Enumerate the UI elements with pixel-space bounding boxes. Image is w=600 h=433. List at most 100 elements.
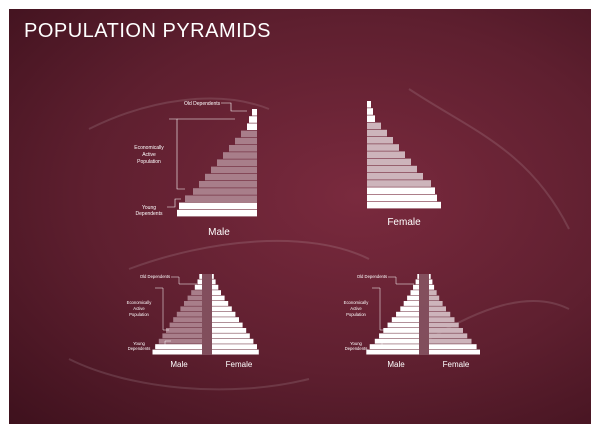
bar-p4-male-11 (410, 290, 419, 296)
annotation-young-1: Dependents (136, 211, 163, 217)
bar-p3-female-9 (212, 301, 229, 306)
bar-male-4 (199, 181, 257, 188)
bar-p4-male-9 (403, 301, 419, 306)
bar-p3-male-11 (191, 290, 202, 296)
bar-male-10 (235, 137, 257, 145)
bar-female-8 (367, 144, 399, 151)
label-p3-male: Male (170, 360, 188, 369)
bar-p4-male-0 (366, 349, 419, 355)
chalkboard: POPULATION PYRAMIDS Male Old Dependents Ec… (9, 9, 591, 424)
bracket-p4-active (372, 287, 386, 331)
bar-male-13 (249, 116, 257, 123)
bar-p4-male-10 (407, 295, 419, 301)
page-title: POPULATION PYRAMIDS (24, 20, 271, 42)
bar-male-9 (229, 145, 257, 152)
bar-p3-male-6 (173, 317, 202, 323)
annotation-p3-active-0: Economically (127, 300, 153, 305)
bar-p3-female-3 (212, 333, 250, 339)
bar-p4-female-3 (429, 333, 468, 339)
bar-male-0 (177, 209, 257, 217)
label-male: Male (208, 227, 230, 238)
bar-p3-female-7 (212, 311, 236, 317)
bar-p4-female-11 (429, 290, 437, 296)
bar-p4-male-5 (387, 322, 419, 328)
bar-p3-female-6 (212, 317, 239, 323)
bar-p4-female-0 (429, 349, 480, 355)
bar-female-9 (367, 137, 393, 144)
bar-p3-female-8 (212, 306, 232, 312)
bar-p3-male-13 (197, 279, 202, 285)
bar-female-12 (367, 115, 375, 122)
bar-male-5 (205, 173, 257, 181)
label-female: Female (387, 217, 421, 228)
bar-p3-male-3 (162, 333, 202, 339)
bar-female-11 (367, 122, 381, 130)
bar-male-1 (179, 202, 257, 210)
bar-p4-female-5 (429, 322, 459, 328)
bar-p3-female-2 (212, 338, 254, 344)
axis-column-p4 (419, 274, 429, 355)
label-p4-male: Male (387, 360, 405, 369)
bar-p3-female-5 (212, 322, 243, 328)
bar-female-14 (367, 101, 371, 108)
annotation-active-1: Active (142, 152, 156, 158)
bar-p3-male-14 (199, 274, 202, 279)
annotation-p4-old: Old Dependents (357, 274, 387, 279)
bar-p3-male-2 (158, 338, 202, 344)
bracket-p4-young (372, 340, 388, 348)
label-p4-female: Female (443, 360, 470, 369)
bar-p4-female-9 (429, 301, 443, 306)
bar-p3-male-4 (166, 328, 202, 333)
bar-p3-male-7 (176, 311, 202, 317)
annotation-p3-old: Old Dependents (140, 274, 170, 279)
bar-female-2 (367, 187, 435, 194)
annotation-p3-young-0: Young (133, 341, 145, 346)
bracket-young (167, 198, 181, 208)
bar-p4-male-1 (369, 344, 419, 350)
bar-p4-female-7 (429, 311, 451, 317)
bracket-p3-old (171, 276, 197, 285)
bar-p3-male-1 (155, 344, 202, 350)
bar-p4-female-8 (429, 306, 446, 312)
bracket-active (169, 118, 185, 190)
bar-p4-female-12 (429, 284, 435, 290)
bar-p4-male-2 (374, 338, 419, 344)
bar-male-14 (252, 109, 257, 116)
bar-female-5 (367, 165, 417, 173)
bar-p3-male-5 (169, 322, 202, 328)
annotation-p4-active-2: Population (346, 312, 366, 317)
bar-p4-female-2 (429, 338, 472, 344)
bar-p4-male-7 (396, 311, 419, 317)
bar-p3-female-4 (212, 328, 247, 333)
bar-p4-male-3 (379, 333, 419, 339)
bar-female-0 (367, 201, 441, 209)
bar-p3-male-9 (184, 301, 202, 306)
label-p3-female: Female (226, 360, 253, 369)
bracket-p4-old (388, 276, 414, 285)
bar-p3-female-0 (212, 349, 259, 355)
annotation-young-0: Young (142, 205, 156, 211)
bar-female-7 (367, 151, 405, 158)
bar-p4-female-10 (429, 295, 440, 301)
bar-female-13 (367, 108, 373, 115)
bar-p4-male-14 (417, 274, 419, 279)
annotation-p4-active-1: Active (350, 306, 362, 311)
bar-female-3 (367, 180, 431, 187)
bar-male-3 (193, 188, 257, 195)
bracket-p3-young (155, 340, 171, 348)
bar-p4-female-4 (429, 328, 463, 333)
bar-p3-male-8 (180, 306, 202, 312)
bar-p3-female-1 (212, 344, 257, 350)
bar-p4-male-8 (400, 306, 419, 312)
bar-male-12 (247, 123, 257, 130)
bar-p4-female-6 (429, 317, 455, 323)
annotation-old-dependents: Old Dependents (184, 101, 221, 107)
bar-p4-male-12 (413, 284, 419, 290)
bar-male-8 (223, 152, 257, 159)
annotation-active-2: Population (137, 159, 161, 165)
bar-p4-male-13 (415, 279, 419, 285)
bar-p3-female-13 (212, 279, 216, 285)
bar-p4-female-14 (429, 274, 431, 279)
bar-male-2 (185, 195, 257, 202)
